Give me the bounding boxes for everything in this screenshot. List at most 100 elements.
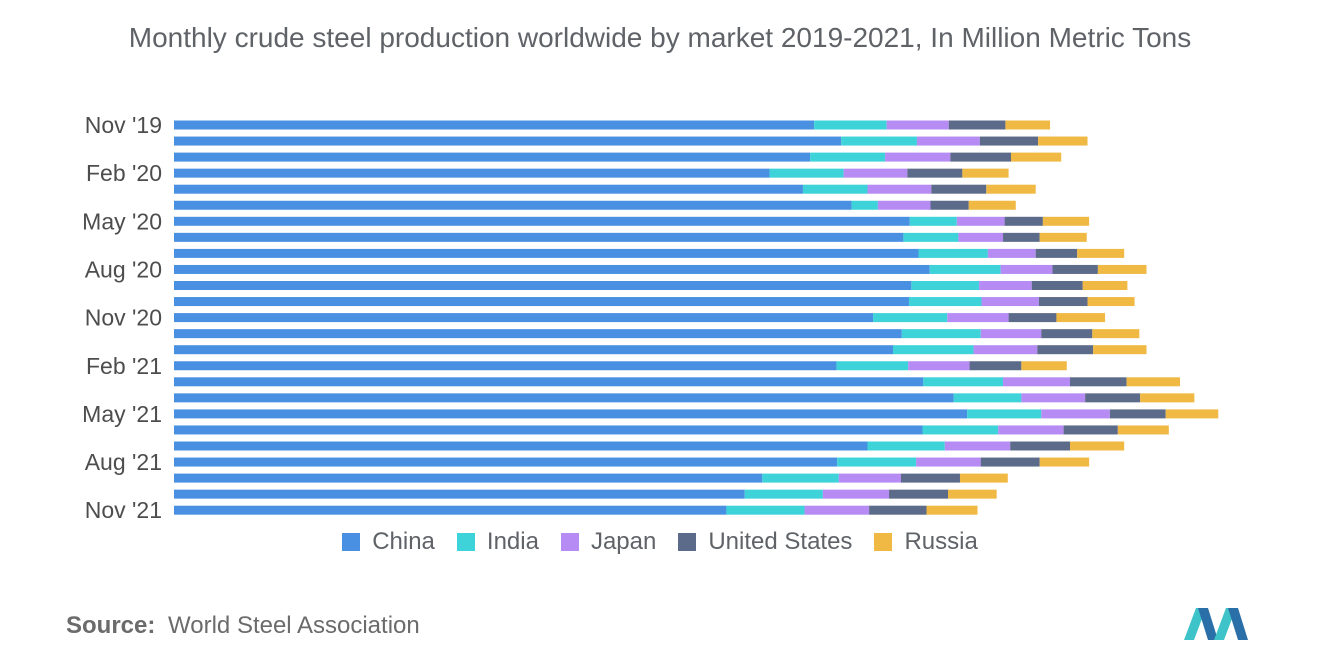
bar-india-dec-20 [901, 329, 981, 339]
bar-japan-apr-21 [1021, 393, 1086, 403]
bar-japan-jan-20 [885, 152, 951, 162]
bar-china-jan-20 [174, 152, 811, 162]
bar-china-jul-20 [174, 248, 919, 258]
bar-united-states-jan-20 [950, 152, 1011, 162]
bar-japan-nov-21 [804, 505, 870, 515]
bar-china-sep-20 [174, 281, 912, 290]
bar-russia-jan-21 [1093, 345, 1147, 355]
bar-japan-nov-20 [947, 313, 1009, 323]
bar-united-states-aug-21 [980, 457, 1040, 467]
bar-japan-mar-21 [1003, 377, 1070, 387]
bar-japan-jun-21 [998, 425, 1064, 435]
bar-russia-apr-20 [968, 200, 1016, 210]
bar-japan-oct-21 [822, 489, 890, 499]
legend-item-russia: Russia [874, 528, 978, 556]
bar-japan-dec-19 [916, 136, 980, 146]
bar-united-states-apr-21 [1085, 393, 1141, 403]
bar-united-states-mar-21 [1069, 377, 1127, 387]
bar-japan-jul-20 [987, 248, 1036, 258]
bar-japan-sep-21 [838, 473, 901, 483]
bar-china-dec-20 [174, 329, 902, 339]
bar-russia-aug-21 [1039, 457, 1090, 467]
bar-united-states-jul-20 [1035, 248, 1078, 258]
bar-india-jan-21 [893, 345, 974, 355]
bar-japan-apr-20 [877, 200, 931, 210]
bar-united-states-sep-21 [900, 473, 960, 483]
y-tick-label-feb-21: Feb '21 [86, 353, 162, 379]
brand-logo-icon [1184, 608, 1248, 640]
bar-russia-nov-21 [926, 505, 978, 515]
y-tick-label-aug-21: Aug '21 [85, 449, 162, 475]
bar-united-states-jun-20 [1003, 232, 1040, 242]
bar-china-apr-20 [174, 200, 852, 210]
bar-china-nov-21 [174, 505, 727, 515]
chart-plot: Nov '19 Feb '20 May '20 Aug '20 Nov '20 Feb '… [82, 112, 1219, 523]
legend-swatch-united-states [678, 533, 697, 551]
bar-russia-jun-21 [1117, 425, 1169, 435]
bar-india-dec-19 [841, 136, 917, 146]
bar-russia-nov-20 [1056, 313, 1106, 323]
bar-russia-oct-20 [1087, 297, 1135, 307]
bar-united-states-jun-21 [1063, 425, 1118, 435]
bar-russia-aug-20 [1097, 264, 1147, 274]
bar-india-oct-21 [744, 489, 823, 499]
bar-india-aug-21 [837, 457, 917, 467]
bar-united-states-feb-20 [907, 168, 963, 178]
bar-china-dec-19 [174, 136, 842, 146]
bar-china-oct-20 [174, 297, 909, 307]
bar-russia-mar-21 [1126, 377, 1180, 387]
bar-japan-feb-20 [843, 168, 908, 178]
bar-united-states-jan-21 [1037, 345, 1094, 355]
bar-japan-oct-20 [981, 297, 1039, 307]
bar-india-may-21 [967, 409, 1042, 419]
bar-japan-nov-19 [886, 120, 949, 130]
chart-title: Monthly crude steel production worldwide… [128, 22, 1192, 53]
legend-item-japan: Japan [560, 528, 656, 556]
bar-japan-mar-20 [867, 184, 932, 194]
bar-united-states-jul-21 [1010, 441, 1070, 451]
bar-china-oct-21 [174, 489, 745, 499]
bar-india-nov-21 [726, 505, 805, 515]
bar-india-nov-19 [814, 120, 887, 130]
bar-united-states-may-21 [1109, 409, 1166, 419]
bar-united-states-aug-20 [1052, 264, 1098, 274]
bar-russia-may-20 [1042, 216, 1090, 226]
bar-united-states-nov-19 [948, 120, 1006, 130]
legend-swatch-japan [560, 533, 579, 551]
bar-india-mar-21 [923, 377, 1004, 387]
bar-india-jan-20 [810, 152, 886, 162]
bar-japan-dec-20 [980, 329, 1042, 339]
bar-china-may-20 [174, 216, 910, 226]
bar-china-jan-21 [174, 345, 894, 355]
legend-item-india: India [456, 528, 539, 556]
bar-russia-jul-20 [1077, 248, 1125, 258]
source-label: Source: [66, 612, 156, 639]
bar-china-aug-20 [174, 264, 930, 274]
y-tick-label-may-20: May '20 [82, 208, 162, 234]
bar-united-states-nov-20 [1008, 313, 1057, 323]
chart-legend: China India Japan United States Russia [0, 528, 1320, 556]
bar-russia-mar-20 [986, 184, 1036, 194]
legend-swatch-china [342, 533, 361, 551]
bar-japan-jun-20 [958, 232, 1004, 242]
bar-india-feb-21 [836, 361, 909, 371]
y-tick-label-may-21: May '21 [82, 401, 162, 427]
bar-india-jul-21 [867, 441, 945, 451]
bar-russia-jun-20 [1039, 232, 1087, 242]
bar-india-oct-20 [908, 297, 982, 307]
bar-china-mar-20 [174, 184, 803, 194]
y-tick-label-nov-19: Nov '19 [85, 112, 162, 138]
bar-india-apr-21 [953, 393, 1022, 403]
legend-label-russia: Russia [904, 528, 978, 555]
bar-united-states-oct-20 [1038, 297, 1088, 307]
bar-india-jun-20 [903, 232, 959, 242]
bar-india-jul-20 [918, 248, 988, 258]
bar-india-feb-20 [769, 168, 844, 178]
bar-china-aug-21 [174, 457, 838, 467]
bar-india-sep-21 [762, 473, 839, 483]
y-tick-label-aug-20: Aug '20 [85, 256, 162, 282]
bar-india-apr-20 [851, 200, 878, 210]
bar-china-nov-19 [174, 120, 815, 130]
bar-united-states-oct-21 [889, 489, 949, 499]
legend-item-china: China [342, 528, 435, 556]
